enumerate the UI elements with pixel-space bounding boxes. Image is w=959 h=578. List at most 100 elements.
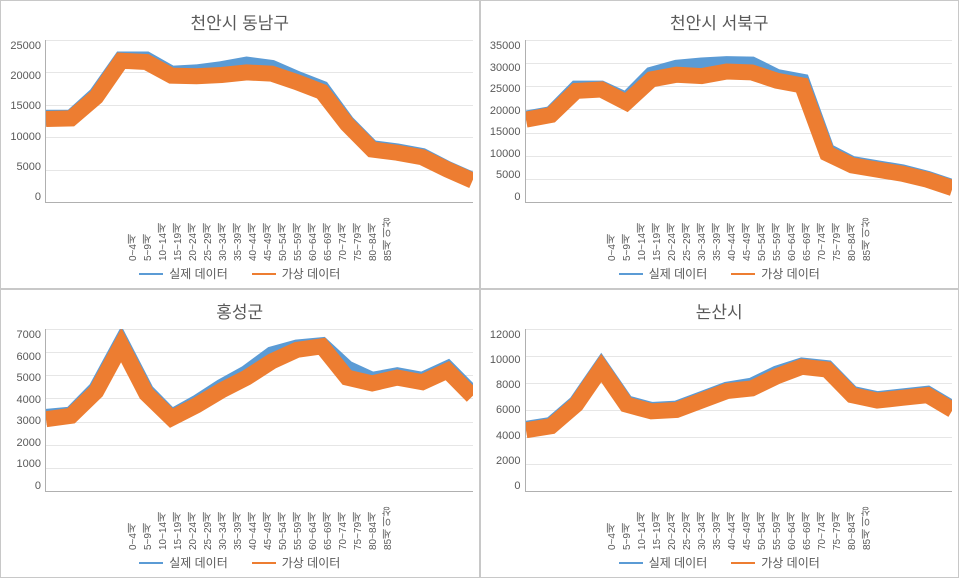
legend-swatch-icon — [619, 273, 643, 275]
y-tick-label: 0 — [35, 191, 41, 203]
y-axis: 2500020000150001000050000 — [7, 40, 45, 203]
x-axis: 0~4세5~9세10~14세15~19세20~24세25~29세30~34세35… — [563, 205, 875, 261]
x-tick-label: 40~44세 — [725, 494, 740, 550]
y-tick-label: 4000 — [496, 430, 520, 442]
y-tick-label: 0 — [35, 480, 41, 492]
legend-swatch-icon — [139, 562, 163, 564]
x-tick-label: 60~64세 — [785, 494, 800, 550]
chart-panel: 천안시 서북구350003000025000200001500010000500… — [480, 0, 959, 289]
x-tick-label: 85세 이상 — [381, 494, 396, 550]
x-tick-label: 45~49세 — [261, 494, 276, 550]
x-tick-label: 15~19세 — [171, 205, 186, 261]
x-tick-label: 75~79세 — [351, 494, 366, 550]
legend: 실제 데이터 가상 데이터 — [619, 550, 820, 575]
chart-panel: 홍성군700060005000400030002000100000~4세5~9세… — [0, 289, 480, 578]
legend-label: 실제 데이터 — [169, 554, 228, 571]
y-axis: 70006000500040003000200010000 — [7, 329, 45, 492]
chart-title: 홍성군 — [216, 298, 263, 323]
legend-item-real: 실제 데이터 — [139, 554, 228, 571]
legend-item-virtual: 가상 데이터 — [252, 554, 341, 571]
x-tick-label: 0~4세 — [126, 494, 141, 550]
x-tick-label: 50~54세 — [276, 205, 291, 261]
legend-swatch-icon — [252, 562, 276, 564]
x-tick-label: 65~69세 — [321, 205, 336, 261]
x-tick-label: 30~34세 — [216, 205, 231, 261]
x-tick-label: 80~84세 — [845, 494, 860, 550]
x-tick-label: 25~29세 — [680, 205, 695, 261]
y-axis: 120001000080006000400020000 — [487, 329, 525, 492]
y-tick-label: 6000 — [17, 351, 41, 363]
x-tick-label: 5~9세 — [141, 205, 156, 261]
x-tick-label: 45~49세 — [740, 205, 755, 261]
x-tick-label: 30~34세 — [695, 494, 710, 550]
x-tick-label: 65~69세 — [800, 205, 815, 261]
y-tick-label: 10000 — [490, 354, 521, 366]
legend-label: 가상 데이터 — [282, 554, 341, 571]
x-tick-label: 10~14세 — [156, 494, 171, 550]
legend-item-virtual: 가상 데이터 — [731, 265, 820, 282]
y-tick-label: 0 — [514, 480, 520, 492]
x-tick-label: 0~4세 — [605, 205, 620, 261]
x-tick-label: 65~69세 — [321, 494, 336, 550]
line-layer — [46, 40, 473, 202]
x-tick-label: 0~4세 — [605, 494, 620, 550]
x-tick-label: 85세 이상 — [860, 494, 875, 550]
legend-item-real: 실제 데이터 — [619, 554, 708, 571]
series-virtual-line — [526, 367, 953, 430]
x-tick-label: 10~14세 — [635, 494, 650, 550]
plot — [45, 40, 473, 203]
x-tick-label: 30~34세 — [216, 494, 231, 550]
x-tick-label: 50~54세 — [755, 494, 770, 550]
x-tick-label: 25~29세 — [201, 494, 216, 550]
x-tick-label: 55~59세 — [291, 494, 306, 550]
chart-title: 논산시 — [696, 298, 743, 323]
y-tick-label: 6000 — [496, 404, 520, 416]
x-tick-label: 80~84세 — [845, 205, 860, 261]
y-tick-label: 3000 — [17, 415, 41, 427]
y-tick-label: 5000 — [17, 161, 41, 173]
plot-area: 70006000500040003000200010000 — [7, 329, 473, 492]
y-tick-label: 15000 — [490, 126, 521, 138]
y-tick-label: 7000 — [17, 329, 41, 341]
legend-swatch-icon — [731, 273, 755, 275]
y-tick-label: 20000 — [10, 70, 41, 82]
x-tick-label: 75~79세 — [830, 494, 845, 550]
y-tick-label: 25000 — [10, 40, 41, 52]
x-tick-label: 75~79세 — [351, 205, 366, 261]
y-tick-label: 25000 — [490, 83, 521, 95]
x-tick-label: 15~19세 — [171, 494, 186, 550]
plot-area: 2500020000150001000050000 — [7, 40, 473, 203]
y-tick-label: 5000 — [496, 169, 520, 181]
series-virtual-line — [526, 71, 953, 188]
x-tick-label: 0~4세 — [126, 205, 141, 261]
plot-area: 120001000080006000400020000 — [487, 329, 953, 492]
x-tick-label: 10~14세 — [156, 205, 171, 261]
legend: 실제 데이터 가상 데이터 — [139, 261, 340, 286]
y-tick-label: 4000 — [17, 394, 41, 406]
x-tick-label: 20~24세 — [186, 494, 201, 550]
legend-swatch-icon — [252, 273, 276, 275]
x-tick-label: 35~39세 — [710, 494, 725, 550]
legend-item-virtual: 가상 데이터 — [252, 265, 341, 282]
x-tick-label: 55~59세 — [770, 494, 785, 550]
y-tick-label: 10000 — [490, 148, 521, 160]
x-tick-label: 45~49세 — [740, 494, 755, 550]
line-layer — [46, 329, 473, 491]
legend-item-real: 실제 데이터 — [619, 265, 708, 282]
x-tick-label: 60~64세 — [306, 494, 321, 550]
x-tick-label: 50~54세 — [276, 494, 291, 550]
x-axis: 0~4세5~9세10~14세15~19세20~24세25~29세30~34세35… — [84, 494, 396, 550]
y-tick-label: 20000 — [490, 105, 521, 117]
legend-swatch-icon — [731, 562, 755, 564]
x-tick-label: 75~79세 — [830, 205, 845, 261]
plot — [525, 329, 953, 492]
legend-label: 가상 데이터 — [282, 265, 341, 282]
x-tick-label: 5~9세 — [620, 494, 635, 550]
x-tick-label: 55~59세 — [770, 205, 785, 261]
x-tick-label: 80~84세 — [366, 494, 381, 550]
chart-panel: 천안시 동남구25000200001500010000500000~4세5~9세… — [0, 0, 480, 289]
legend-label: 실제 데이터 — [649, 265, 708, 282]
x-tick-label: 20~24세 — [665, 494, 680, 550]
legend-item-real: 실제 데이터 — [139, 265, 228, 282]
legend-item-virtual: 가상 데이터 — [731, 554, 820, 571]
